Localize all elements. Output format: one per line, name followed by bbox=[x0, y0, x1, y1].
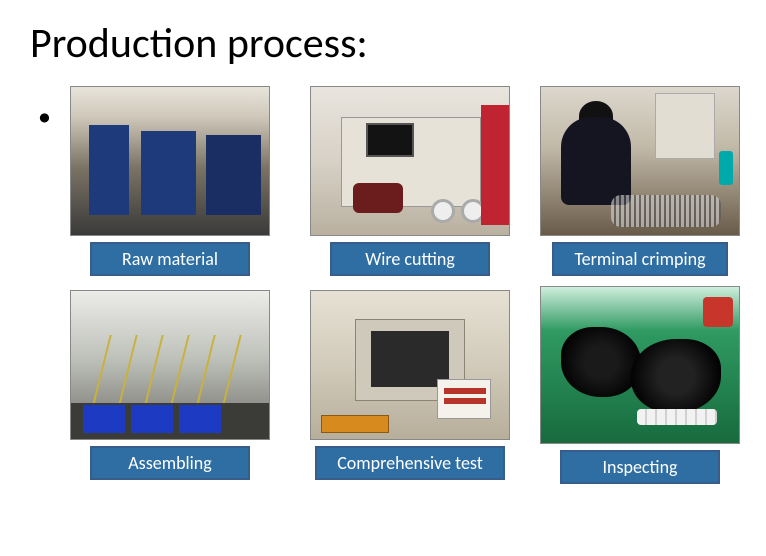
label-inspecting: Inspecting bbox=[560, 450, 720, 484]
photo-wire-cutting bbox=[310, 86, 510, 236]
process-grid: Raw material Wire cutting Terminal crimp… bbox=[60, 86, 750, 484]
page-title: Production process: bbox=[0, 0, 766, 69]
photo-comprehensive-test bbox=[310, 290, 510, 440]
step-inspecting: Inspecting bbox=[540, 286, 740, 484]
photo-assembling bbox=[70, 290, 270, 440]
step-terminal-crimping: Terminal crimping bbox=[540, 86, 740, 276]
label-raw-material: Raw material bbox=[90, 242, 250, 276]
step-raw-material: Raw material bbox=[60, 86, 280, 276]
photo-terminal-crimping bbox=[540, 86, 740, 236]
label-wire-cutting: Wire cutting bbox=[330, 242, 490, 276]
bullet-marker: • bbox=[38, 100, 51, 132]
photo-inspecting bbox=[540, 286, 740, 444]
step-comprehensive-test: Comprehensive test bbox=[300, 290, 520, 484]
label-assembling: Assembling bbox=[90, 446, 250, 480]
step-wire-cutting: Wire cutting bbox=[300, 86, 520, 276]
label-terminal-crimping: Terminal crimping bbox=[552, 242, 727, 276]
step-assembling: Assembling bbox=[60, 290, 280, 484]
label-comprehensive-test: Comprehensive test bbox=[315, 446, 505, 480]
photo-raw-material bbox=[70, 86, 270, 236]
